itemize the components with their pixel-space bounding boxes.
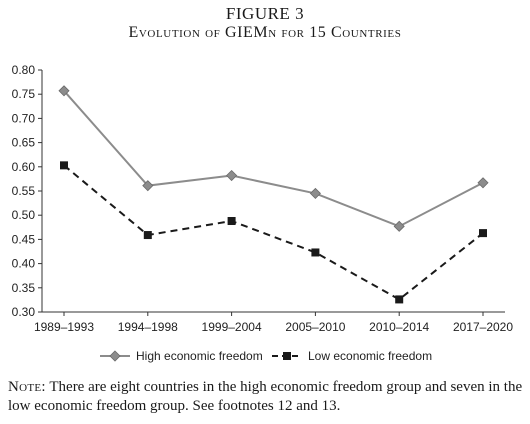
data-point-diamond [477,177,489,189]
data-point-diamond [393,220,405,232]
data-point-square [227,217,236,226]
note-text: There are eight countries in the high ec… [8,379,523,414]
x-tick-label: 2017–2020 [453,320,513,334]
y-tick-label: 0.80 [12,63,36,77]
data-point-square [60,161,68,170]
data-point-square [479,229,487,238]
y-tick-label: 0.35 [12,281,36,295]
legend-marker-square [283,352,291,360]
figure-label: FIGURE 3 [225,4,305,23]
y-tick-label: 0.50 [12,208,36,222]
data-point-diamond [226,169,238,182]
legend-label-2: Low economic freedom [308,349,432,363]
x-tick-label: 2010–2014 [369,320,429,334]
x-tick-label: 1989–1993 [34,320,94,334]
legend-label-1: High economic freedom [136,349,263,363]
figure-caption: Evolution of GIEMn for 15 Countries [128,24,402,41]
data-point-diamond [142,180,154,192]
y-tick-label: 0.70 [12,111,36,125]
y-tick-label: 0.40 [12,257,36,271]
y-tick-label: 0.60 [12,160,36,174]
figure-note: Note: There are eight countries in the h… [8,378,524,416]
x-tick-label: 2005–2010 [285,320,345,334]
y-tick-label: 0.55 [12,184,36,198]
y-tick-label: 0.65 [12,136,36,150]
series-line-2 [63,164,484,301]
data-point-square [395,295,404,304]
data-point-square [311,248,320,257]
y-tick-label: 0.30 [12,305,36,319]
series-line-1 [63,90,484,228]
x-tick-label: 1999–2004 [202,320,262,334]
data-point-diamond [309,187,321,199]
y-tick-label: 0.45 [12,232,36,246]
data-point-square [143,231,152,240]
line-chart: 0.30 0.35 0.40 0.45 0.50 0.55 0.60 0.65 0.70 0.75… [12,63,514,363]
y-tick-label: 0.75 [12,87,36,101]
x-tick-label: 1994–1998 [118,320,178,334]
note-lead: Note: [8,379,46,395]
data-point-diamond [58,85,70,97]
legend-marker-diamond [109,350,121,362]
